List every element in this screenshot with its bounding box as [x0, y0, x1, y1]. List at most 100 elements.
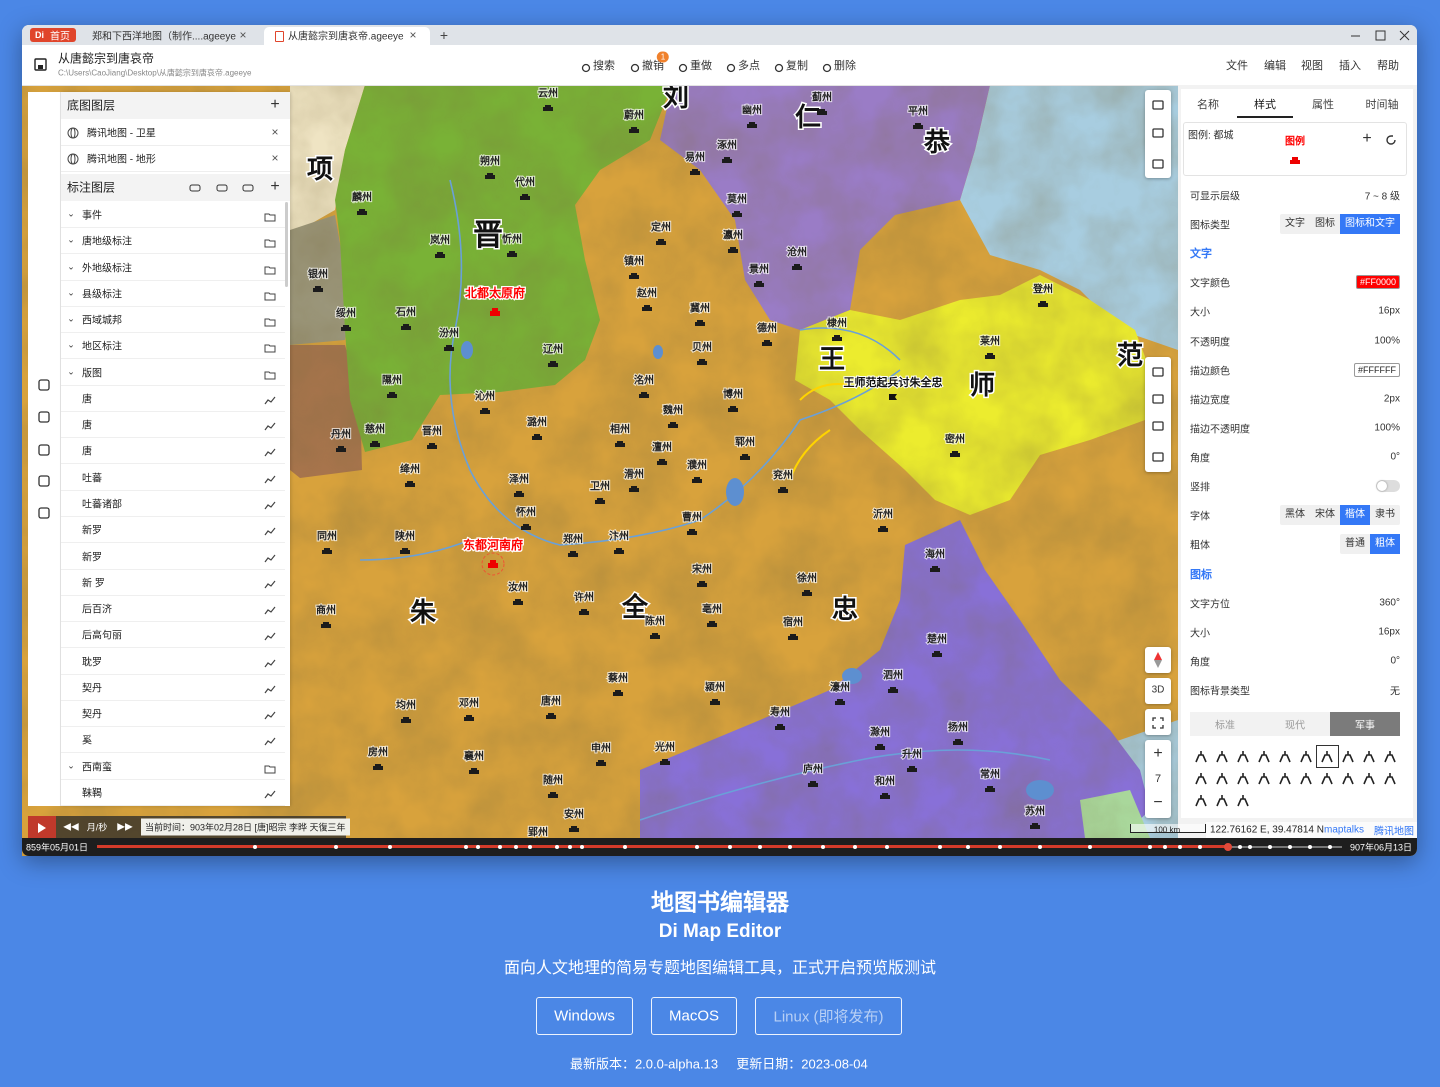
icon-choice[interactable] [1362, 771, 1376, 785]
label-layer-row[interactable] [61, 569, 285, 596]
tool-icon[interactable] [581, 60, 591, 73]
icon-style-tab[interactable] [1260, 712, 1330, 736]
label-layer-name[interactable]: 耽罗 [82, 657, 102, 669]
label-layer-row[interactable] [61, 359, 285, 386]
segment[interactable]: 粗体 [1370, 534, 1400, 555]
segment[interactable]: 楷体 [1340, 505, 1370, 526]
label-layer-row[interactable] [61, 726, 285, 754]
control-icon[interactable] [1152, 419, 1164, 431]
new-tab[interactable]: + [439, 27, 449, 43]
label-layer-name[interactable]: 版图 [82, 368, 102, 380]
base-layer-row[interactable] [61, 119, 290, 146]
strip-icon[interactable] [37, 443, 51, 457]
label-layer-row[interactable] [61, 753, 285, 780]
layer-tool[interactable] [216, 181, 228, 193]
icon-choice[interactable] [1194, 771, 1208, 785]
label-layer-row[interactable] [61, 385, 285, 412]
add-base-layer[interactable]: + [270, 96, 280, 113]
icon-choice[interactable] [1362, 749, 1376, 763]
layer-tool[interactable] [242, 181, 254, 193]
icon-choice[interactable] [1341, 771, 1355, 785]
label-layer-name[interactable]: 西南蛮 [82, 762, 112, 774]
tab-close[interactable]: × [409, 28, 417, 42]
segment[interactable]: 图标和文字 [1340, 214, 1400, 235]
label-layer-name[interactable]: 新罗 [82, 525, 102, 537]
segment[interactable]: 图标 [1315, 218, 1335, 230]
zoom-in[interactable]: + [1153, 745, 1163, 762]
icon-choice[interactable] [1278, 749, 1292, 763]
segment[interactable]: 隶书 [1375, 509, 1395, 521]
label-layer-row[interactable] [61, 516, 285, 544]
zoom-out[interactable]: − [1153, 794, 1163, 811]
layer-tool[interactable] [189, 181, 201, 193]
home-tab[interactable] [30, 28, 76, 42]
panel-tab[interactable]: 时间轴 [1365, 99, 1399, 111]
map-control[interactable] [1145, 90, 1171, 178]
icon-choice[interactable] [1215, 749, 1229, 763]
label-layer-row[interactable] [61, 595, 285, 623]
label-layer-name[interactable]: 吐蕃诸部 [82, 499, 122, 511]
icon-choice[interactable] [1383, 749, 1397, 763]
control-icon[interactable] [1152, 98, 1164, 110]
icon-choice[interactable] [1278, 771, 1292, 785]
label-layer-name[interactable]: 契丹 [82, 683, 102, 695]
label-layer-name[interactable]: 后百济 [82, 604, 112, 616]
label-layer-row[interactable] [61, 621, 285, 649]
segment[interactable]: 文字 [1285, 218, 1305, 230]
attribution[interactable]: 腾讯地图 [1374, 826, 1414, 838]
download-button[interactable] [536, 997, 633, 1035]
strip-icon[interactable] [37, 474, 51, 488]
label-layer-row[interactable] [61, 306, 285, 334]
icon-choice[interactable] [1215, 793, 1229, 807]
speed[interactable]: 月/秒 [86, 822, 108, 833]
forward[interactable]: ▶▶ [117, 821, 133, 833]
icon-choice[interactable] [1299, 749, 1313, 763]
remove-layer[interactable]: × [271, 125, 279, 139]
add-legend[interactable]: + [1362, 130, 1372, 147]
control-icon[interactable] [1152, 126, 1164, 138]
tool-label[interactable]: 重做 [690, 60, 712, 72]
tool-icon[interactable] [630, 60, 640, 73]
label-layer-name[interactable]: 靺鞨 [82, 788, 102, 800]
control-icon[interactable] [1152, 157, 1164, 169]
color-chip[interactable]: #FFFFFF [1354, 362, 1400, 377]
menu-item[interactable]: 插入 [1339, 60, 1361, 72]
menu-item[interactable]: 视图 [1301, 60, 1323, 72]
menu-item[interactable]: 编辑 [1264, 60, 1286, 72]
label-layer-name[interactable]: 契丹 [82, 709, 102, 721]
label-layer-name[interactable]: 事件 [82, 210, 102, 222]
tool-icon[interactable] [726, 60, 736, 73]
label-layer-row[interactable] [61, 437, 285, 465]
panel-tab[interactable]: 名称 [1197, 99, 1219, 111]
label-layer-name[interactable]: 地区标注 [82, 341, 122, 353]
icon-style-tab[interactable] [1190, 712, 1260, 736]
tool-label[interactable]: 撤销 [642, 60, 664, 72]
tool-icon[interactable] [678, 60, 688, 73]
label-layer-row[interactable] [61, 648, 285, 675]
label-layer-name[interactable]: 唐地级标注 [82, 236, 132, 248]
segment[interactable]: 宋体 [1315, 509, 1335, 521]
download-label[interactable]: MacOS [668, 1007, 720, 1025]
refresh-legend[interactable] [1385, 133, 1397, 145]
map-control[interactable] [1145, 709, 1171, 735]
tool-label[interactable]: 复制 [786, 60, 808, 72]
color-chip[interactable]: #FF0000 [1355, 275, 1400, 290]
add-label-layer[interactable]: + [270, 178, 280, 195]
label-layer-name[interactable]: 奚 [82, 735, 92, 747]
label-layer-row[interactable] [61, 779, 285, 806]
control-icon[interactable] [1152, 392, 1164, 404]
label-layer-name[interactable]: 西域城邦 [82, 315, 122, 327]
view-mode[interactable]: 3D [1151, 684, 1165, 696]
icon-choice[interactable] [1236, 793, 1250, 807]
icon-choice[interactable] [1236, 771, 1250, 785]
icon-choice[interactable] [1194, 793, 1208, 807]
label-layer-row[interactable] [61, 332, 285, 360]
label-layer-name[interactable]: 唐 [82, 394, 92, 406]
fullscreen[interactable] [1152, 716, 1164, 729]
label-layer-row[interactable] [61, 700, 285, 728]
label-layer-row[interactable] [61, 411, 285, 439]
icon-choice[interactable] [1257, 771, 1271, 785]
compass[interactable] [1153, 652, 1163, 668]
icon-choice[interactable] [1215, 771, 1229, 785]
icon-choice[interactable] [1383, 771, 1397, 785]
